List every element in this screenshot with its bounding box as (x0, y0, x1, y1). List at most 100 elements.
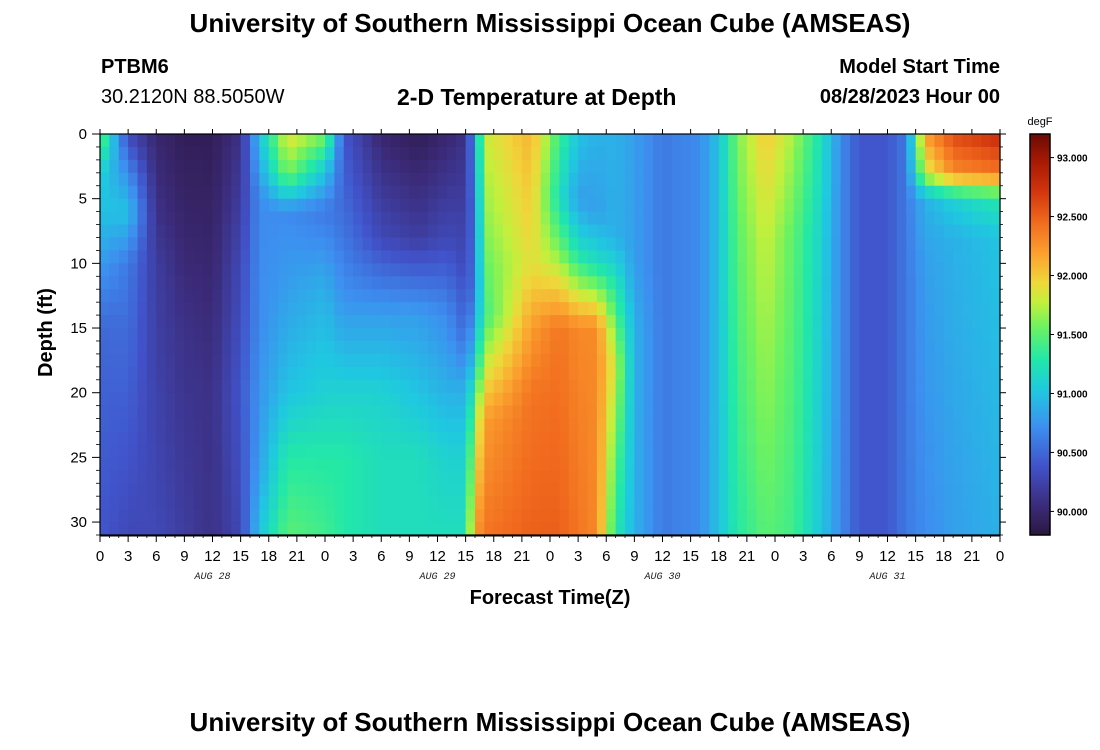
heatmap-cell (981, 366, 992, 381)
heatmap-cell (484, 353, 495, 368)
heatmap-cell (821, 353, 832, 368)
heatmap-cell (296, 172, 307, 187)
heatmap-cell (943, 237, 954, 252)
heatmap-cell (775, 250, 785, 264)
heatmap-cell (521, 237, 532, 252)
heatmap-cell (221, 146, 232, 161)
heatmap-cell (362, 211, 373, 226)
heatmap-cell (971, 237, 982, 252)
heatmap-cell (353, 340, 364, 355)
heatmap-cell (493, 444, 504, 458)
heatmap-cell (287, 172, 298, 187)
x-tick-label: 21 (964, 548, 981, 565)
heatmap-cell (493, 496, 504, 510)
heatmap-cell (109, 198, 120, 213)
heatmap-cell (728, 198, 739, 213)
heatmap-cell (587, 302, 598, 316)
heatmap-cell (793, 146, 804, 161)
heatmap-cell (859, 263, 870, 277)
heatmap-cell (962, 328, 973, 342)
heatmap-cell (550, 172, 560, 187)
heatmap-cell (681, 211, 692, 226)
heatmap-cell (540, 211, 551, 226)
heatmap-cell (193, 340, 204, 355)
heatmap-cell (259, 340, 270, 355)
heatmap-cell (709, 237, 720, 252)
heatmap-cell (625, 134, 635, 148)
heatmap-cell (287, 250, 298, 264)
heatmap-cell (943, 172, 954, 187)
heatmap-cell (278, 315, 289, 329)
heatmap-cell (325, 146, 335, 161)
heatmap-cell (306, 289, 317, 303)
heatmap-cell (925, 211, 935, 226)
heatmap-cell (259, 315, 270, 329)
heatmap-cell (100, 496, 110, 510)
heatmap-cell (840, 315, 851, 329)
heatmap-cell (184, 276, 195, 290)
heatmap-cell (250, 224, 260, 239)
heatmap-cell (962, 224, 973, 239)
heatmap-cell (784, 185, 795, 200)
heatmap-cell (981, 276, 992, 290)
heatmap-cell (465, 289, 476, 303)
heatmap-cell (268, 224, 279, 239)
heatmap-cell (700, 509, 710, 523)
heatmap-cell (231, 379, 242, 394)
heatmap-cell (690, 405, 701, 420)
heatmap-cell (943, 198, 954, 213)
heatmap-cell (784, 263, 795, 277)
colorbar-tick-label: 91.500 (1057, 331, 1088, 342)
heatmap-cell (915, 444, 926, 458)
heatmap-cell (250, 379, 260, 394)
heatmap-cell (109, 289, 120, 303)
heatmap-cell (559, 418, 570, 433)
heatmap-cell (634, 496, 645, 510)
heatmap-cell (437, 353, 448, 368)
heatmap-cell (250, 431, 260, 446)
heatmap-cell (662, 224, 673, 239)
heatmap-cell (596, 211, 607, 226)
heatmap-cell (446, 198, 457, 213)
heatmap-cell (765, 366, 776, 381)
heatmap-cell (165, 237, 176, 252)
heatmap-cell (156, 289, 167, 303)
heatmap-cell (850, 418, 860, 433)
heatmap-cell (475, 134, 485, 148)
heatmap-cell (831, 444, 842, 458)
heatmap-cell (390, 315, 401, 329)
heatmap-cell (146, 159, 157, 174)
heatmap-cell (418, 522, 429, 536)
heatmap-cell (821, 237, 832, 252)
heatmap-cell (550, 185, 560, 200)
heatmap-cell (643, 302, 654, 316)
heatmap-cell (456, 134, 467, 148)
heatmap-cell (793, 289, 804, 303)
heatmap-cell (400, 522, 410, 536)
heatmap-cell (165, 483, 176, 497)
heatmap-cell (896, 509, 907, 523)
heatmap-cell (568, 185, 579, 200)
heatmap-cell (343, 250, 354, 264)
heatmap-cell (400, 353, 410, 368)
heatmap-cell (915, 431, 926, 446)
heatmap-cell (212, 405, 223, 420)
heatmap-cell (418, 392, 429, 407)
heatmap-cell (175, 263, 185, 277)
heatmap-cell (653, 392, 664, 407)
heatmap-cell (428, 250, 439, 264)
heatmap-cell (812, 392, 823, 407)
heatmap-cell (990, 444, 1001, 458)
heatmap-cell (456, 418, 467, 433)
heatmap-cell (428, 185, 439, 200)
heatmap-cell (109, 134, 120, 148)
heatmap-cell (803, 134, 814, 148)
heatmap-cell (184, 353, 195, 368)
heatmap-cell (165, 159, 176, 174)
heatmap-cell (737, 302, 748, 316)
heatmap-cell (943, 522, 954, 536)
heatmap-cell (268, 263, 279, 277)
heatmap-cell (596, 496, 607, 510)
heatmap-cell (334, 276, 345, 290)
heatmap-cell (465, 134, 476, 148)
